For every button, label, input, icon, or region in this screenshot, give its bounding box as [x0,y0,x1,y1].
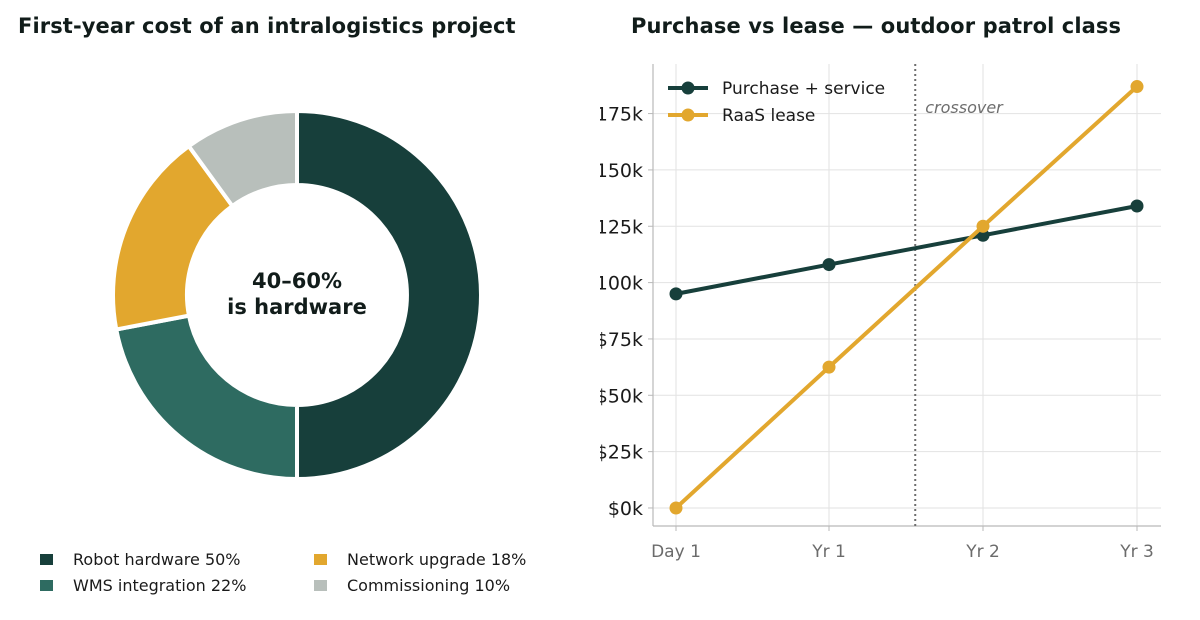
donut-center-label-line-2: is hardware [227,295,367,319]
data-point [976,219,990,233]
y-tick-label: $0k [608,498,643,520]
data-point [976,228,990,242]
legend-label: Purchase + service [722,79,885,99]
y-tick-label: $25k [600,442,643,464]
line-chart-title: Purchase vs lease — outdoor patrol class [631,14,1122,38]
data-point [822,258,836,272]
donut-slice-commissioning [186,109,299,209]
crossover-label: crossover [925,98,1004,117]
y-tick-label: $150k [600,160,643,182]
x-tick-label: Yr 3 [1119,542,1154,562]
series-line-raas-lease [674,85,1139,510]
y-tick-label: $125k [600,216,643,238]
y-tick-label: $75k [600,329,643,351]
legend-item-wms-integration: WMS integration 22% [40,576,246,595]
x-tick-label: Yr 2 [965,542,1000,562]
donut-chart-title: First-year cost of an intralogistics pro… [18,14,516,38]
line-chart: $0k $25k $50k $75k $100k $125k $150k $175k Day 1… [600,64,1161,562]
x-tick-label: Day 1 [651,542,701,562]
legend-item-network-upgrade: Network upgrade 18% [314,550,526,569]
donut-slice-wms-integration [114,313,299,481]
donut-chart-panel: First-year cost of an intralogistics pro… [18,14,526,595]
data-point [669,287,683,301]
data-point [669,501,683,515]
legend-swatch [40,580,53,591]
legend-swatch [40,554,53,565]
legend-label: RaaS lease [722,106,815,126]
legend-marker [681,81,695,95]
data-point [822,360,836,374]
data-point [1130,199,1144,213]
donut-slice-robot-hardware [295,109,483,481]
y-tick-label: $175k [600,104,643,126]
series-line-purchase-service [675,204,1138,296]
legend-label: WMS integration 22% [73,576,247,595]
donut-chart [111,109,483,481]
legend-label: Robot hardware 50% [73,550,241,569]
legend-item-robot-hardware: Robot hardware 50% [40,550,241,569]
data-point [1130,80,1144,94]
y-tick-label: $50k [600,385,643,407]
legend-item-commissioning: Commissioning 10% [314,576,510,595]
legend-label: Commissioning 10% [347,576,511,595]
x-tick-label: Yr 1 [811,542,846,562]
y-tick-label: $100k [600,273,643,295]
legend-swatch [314,580,327,591]
legend-label: Network upgrade 18% [347,550,527,569]
donut-center-label-line-1: 40–60% [252,269,342,293]
line-chart-panel: Purchase vs lease — outdoor patrol class… [600,0,1200,620]
legend-marker [681,108,695,122]
legend-swatch [314,554,327,565]
